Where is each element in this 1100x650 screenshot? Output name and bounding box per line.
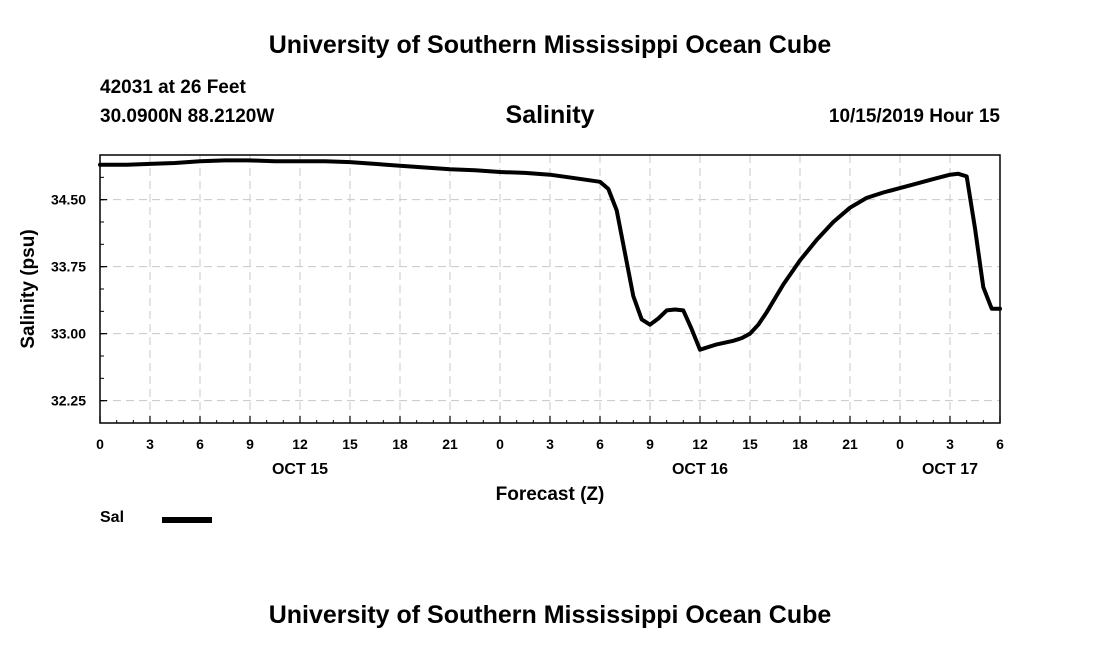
x-tick-label: 18 bbox=[792, 436, 808, 452]
x-tick-label: 15 bbox=[342, 436, 358, 452]
y-axis-label: Salinity (psu) bbox=[18, 229, 39, 348]
coordinates-label: 30.0900N 88.2120W bbox=[100, 106, 275, 127]
axis-ticks bbox=[99, 176, 1001, 423]
issued-time-label: 10/15/2019 Hour 15 bbox=[828, 106, 1000, 127]
x-tick-label: 12 bbox=[692, 436, 708, 452]
legend-line-swatch bbox=[162, 517, 212, 523]
x-tick-label: 21 bbox=[842, 436, 858, 452]
x-tick-label: 18 bbox=[392, 436, 408, 452]
x-tick-label: 3 bbox=[146, 436, 154, 452]
x-tick-label: 9 bbox=[246, 436, 254, 452]
y-tick-label: 34.50 bbox=[51, 192, 86, 208]
x-tick-label: 15 bbox=[742, 436, 758, 452]
y-tick-label: 32.25 bbox=[51, 393, 86, 409]
y-tick-label: 33.00 bbox=[51, 326, 86, 342]
y-tick-label: 33.75 bbox=[51, 259, 86, 275]
x-tick-label: 9 bbox=[646, 436, 654, 452]
x-tick-label: 6 bbox=[996, 436, 1004, 452]
chart-title: Salinity bbox=[505, 101, 595, 129]
x-tick-label: 0 bbox=[96, 436, 104, 452]
x-tick-label: 12 bbox=[292, 436, 308, 452]
x-tick-label: 0 bbox=[896, 436, 904, 452]
x-tick-label: 0 bbox=[496, 436, 504, 452]
x-tick-label: 3 bbox=[546, 436, 554, 452]
date-label: OCT 15 bbox=[272, 461, 328, 478]
x-tick-label: 6 bbox=[196, 436, 204, 452]
x-tick-label: 6 bbox=[596, 436, 604, 452]
date-label: OCT 17 bbox=[922, 461, 978, 478]
salinity-series-line bbox=[98, 158, 1002, 352]
footer-title: University of Southern Mississippi Ocean… bbox=[268, 601, 832, 629]
station-label: 42031 at 26 Feet bbox=[100, 77, 246, 98]
grid-lines bbox=[100, 155, 1000, 423]
legend-label: Sal bbox=[100, 509, 125, 526]
page-title: University of Southern Mississippi Ocean… bbox=[268, 31, 832, 59]
axis-tick-labels: 0 3 6 9 12 15 18 21 0 3 6 9 12 15 18 21 0 3 6 32.25 33.00 33.… bbox=[51, 192, 1004, 478]
x-axis-label: Forecast (Z) bbox=[496, 484, 605, 505]
date-label: OCT 16 bbox=[672, 461, 728, 478]
x-tick-label: 21 bbox=[442, 436, 458, 452]
x-tick-label: 3 bbox=[946, 436, 954, 452]
